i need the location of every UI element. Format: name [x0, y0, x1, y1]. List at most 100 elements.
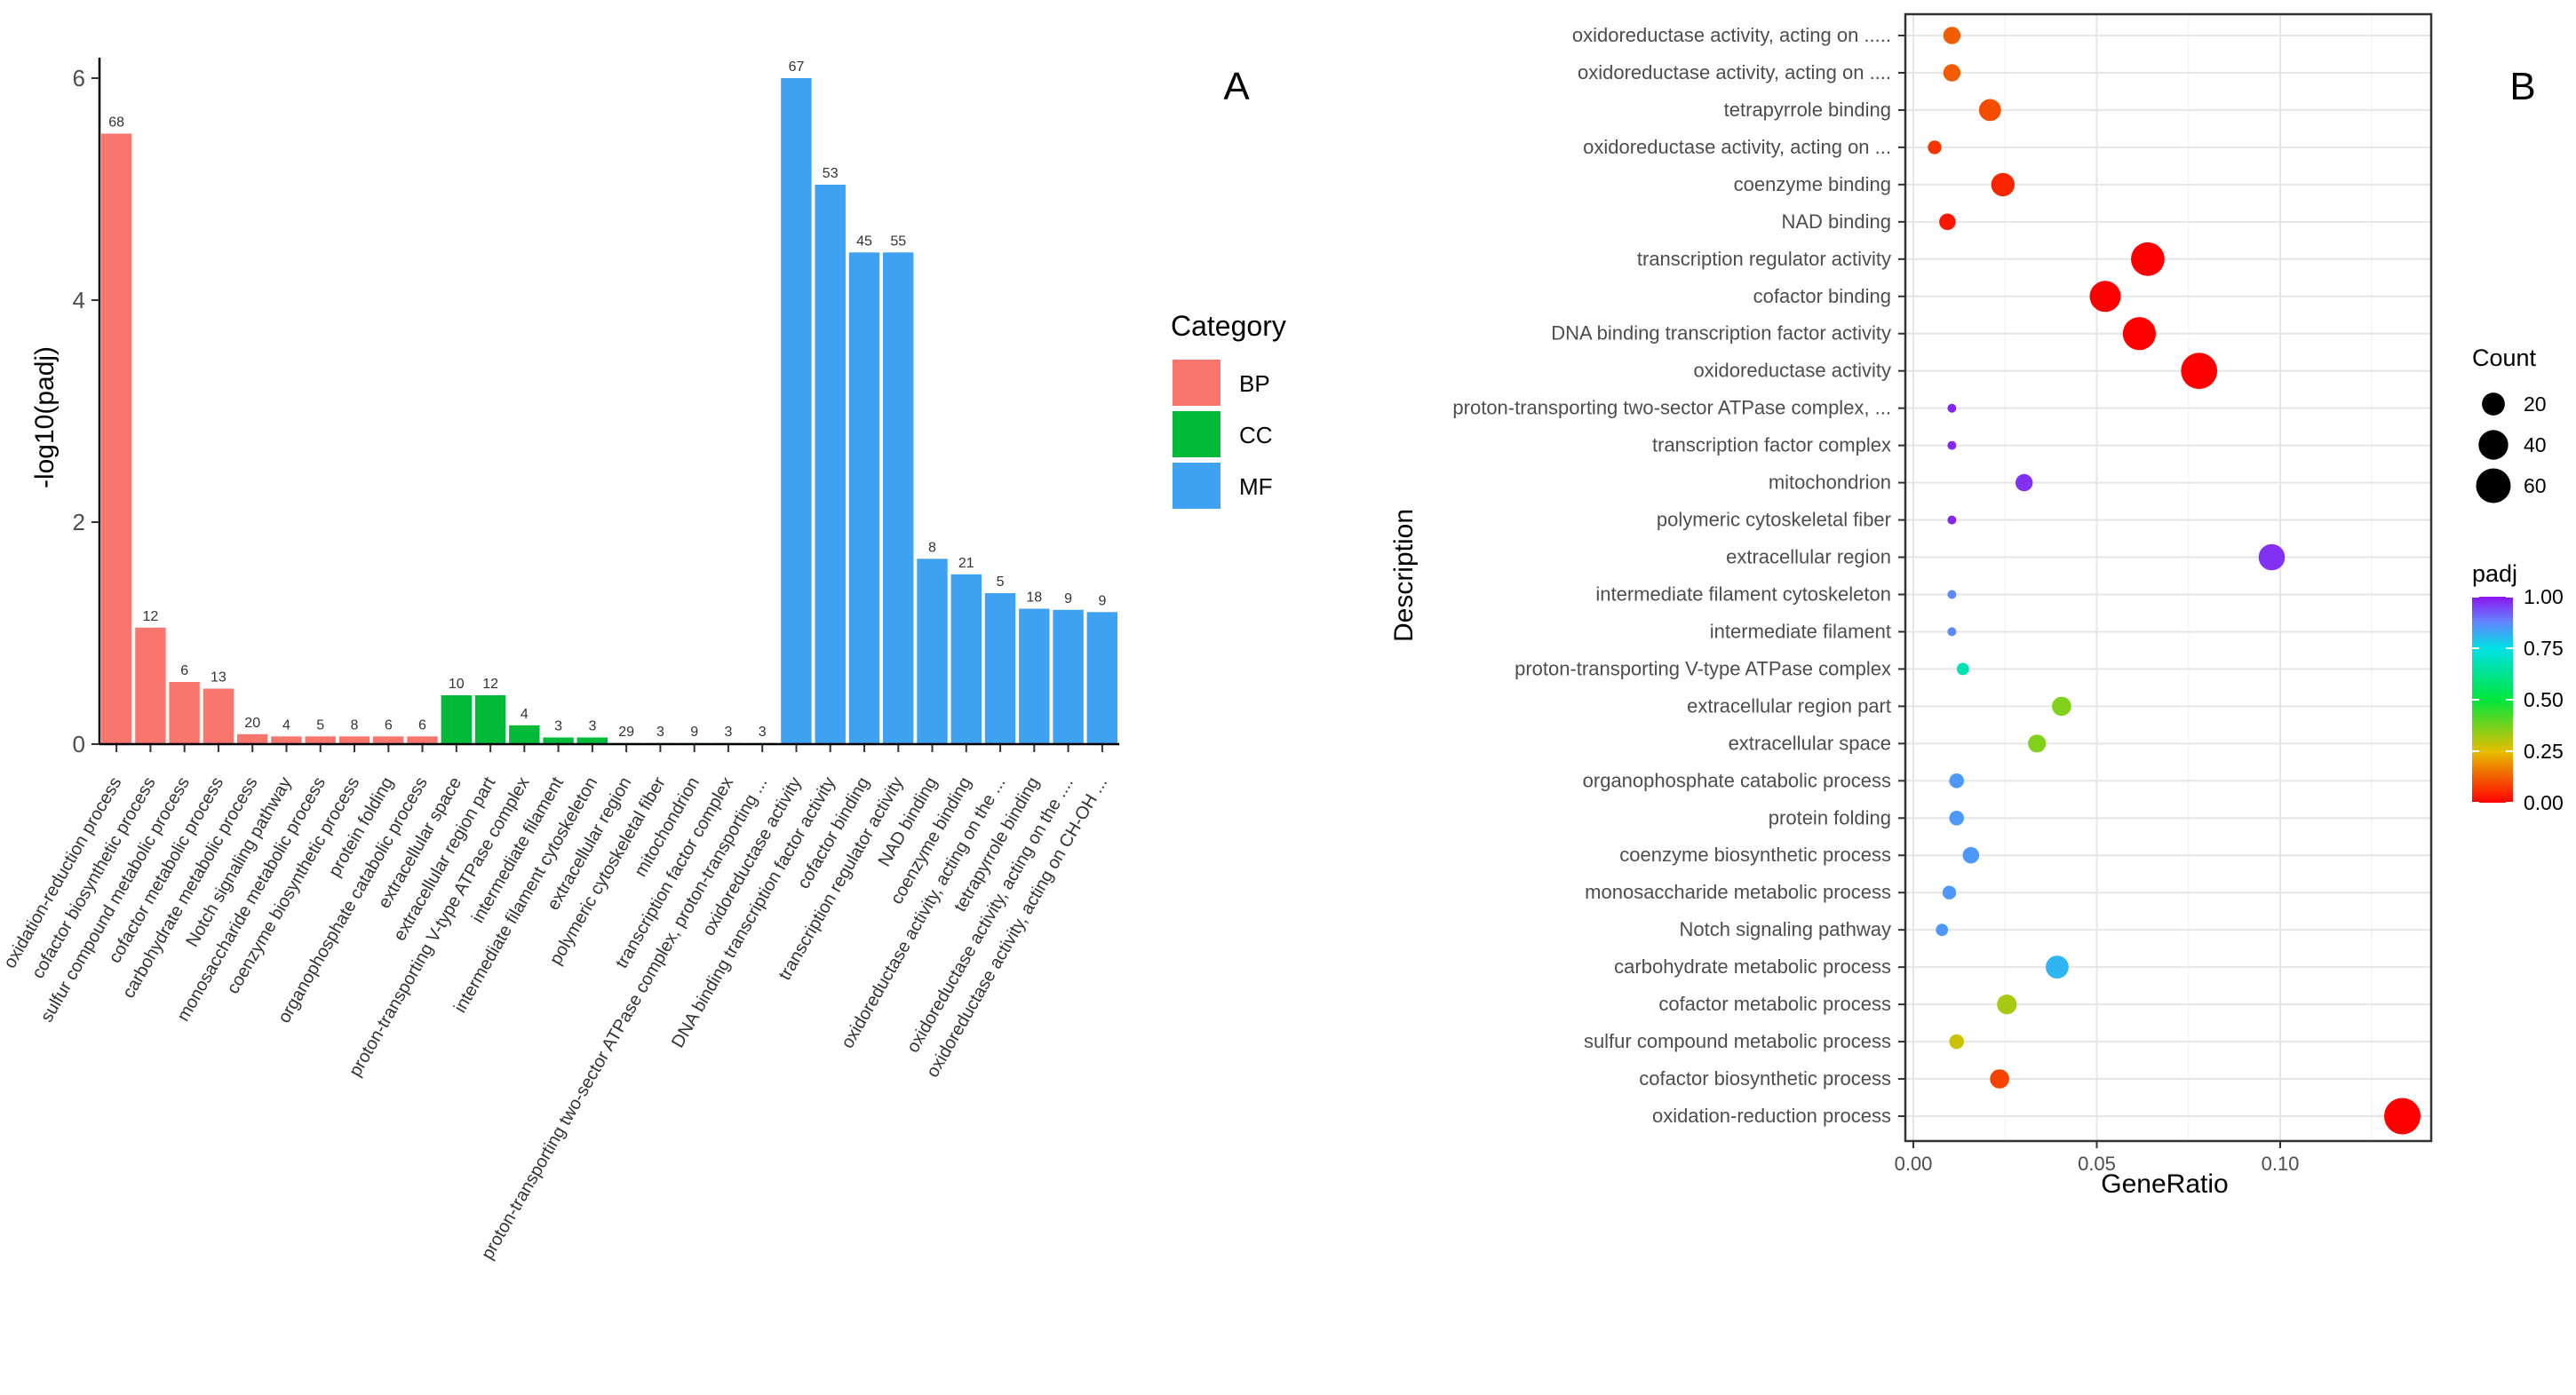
dot-25 [2046, 955, 2069, 979]
x-tick-label: sulfur compound metabolic process [37, 774, 194, 1026]
bar-series [100, 78, 1117, 745]
size-legend-title: Count [2472, 345, 2537, 371]
bar-count-label: 3 [656, 725, 664, 740]
panel-a-axes [98, 58, 1119, 752]
colorbar-label: 0.75 [2524, 637, 2564, 660]
y-tick-label: protein folding [1769, 806, 1891, 828]
y-tick-label: 2 [73, 509, 85, 535]
bar-count-label: 9 [1064, 591, 1072, 606]
size-legend-dot [2476, 468, 2511, 503]
bar-11 [474, 695, 506, 744]
bar-count-label: 55 [890, 234, 906, 249]
dot-series [1928, 27, 2421, 1135]
legend-swatch-cc [1173, 411, 1220, 457]
y-tick-label: NAD binding [1781, 210, 1891, 233]
dot-12 [2015, 473, 2033, 492]
dot-5 [1939, 213, 1956, 231]
bar-20 [781, 78, 812, 744]
bar-count-label: 67 [789, 59, 805, 75]
dot-16 [1947, 627, 1957, 637]
size-legend-label: 60 [2524, 474, 2547, 497]
y-tick-label: proton-transporting V-type ATPase comple… [1515, 657, 1891, 679]
bar-count-label: 3 [588, 719, 596, 734]
panel-a-y-axis-title: -log10(padj) [30, 346, 60, 488]
dot-22 [1962, 846, 1980, 864]
y-tick-label: cofactor biosynthetic process [1639, 1067, 1891, 1090]
x-tick-label: 0.05 [2078, 1153, 2116, 1175]
y-tick-label: polymeric cytoskeletal fiber [1657, 509, 1891, 531]
size-legend-dot [2478, 430, 2508, 460]
dot-13 [1947, 515, 1957, 525]
bar-13 [543, 737, 574, 744]
y-tick-label: intermediate filament cytoskeleton [1595, 583, 1891, 605]
size-legend-label: 40 [2524, 433, 2547, 456]
dot-10 [1947, 403, 1957, 413]
dot-24 [1936, 923, 1949, 937]
y-tick-label: DNA binding transcription factor activit… [1551, 322, 1891, 345]
bar-count-label: 20 [244, 716, 260, 731]
bar-6 [305, 736, 336, 745]
panel-b-plot-frame [1904, 12, 2433, 1143]
bar-count-label: 4 [282, 717, 290, 733]
dot-15 [1947, 590, 1957, 599]
bar-count-label: 6 [180, 663, 188, 678]
bar-count-label: 9 [1098, 593, 1106, 608]
panel-a-letter: A [1223, 65, 1250, 108]
bar-5 [271, 736, 302, 745]
panel-b-x-axis-title: GeneRatio [2101, 1169, 2228, 1199]
bar-count-label: 6 [418, 717, 426, 733]
y-tick-label: oxidoreductase activity, acting on .... [1578, 61, 1891, 83]
y-tick-label: oxidoreductase activity, acting on ..... [1572, 24, 1891, 46]
dot-14 [2258, 543, 2286, 571]
colorbar-label: 1.00 [2524, 585, 2564, 608]
x-tick-label: 0.10 [2262, 1153, 2300, 1175]
padj-color-legend: padj 1.00 0.75 0.50 0.25 0.00 [2472, 560, 2564, 814]
y-tick-label: 6 [73, 65, 85, 91]
y-tick-label: coenzyme biosynthetic process [1619, 844, 1891, 866]
colorbar-label: 0.25 [2524, 740, 2564, 763]
y-tick-label: intermediate filament [1710, 620, 1891, 642]
bar-28 [1053, 609, 1084, 745]
legend-swatch-bp [1173, 360, 1220, 406]
dot-27 [1949, 1034, 1964, 1050]
category-legend: Category BP CC MF [1171, 310, 1286, 509]
count-size-legend: Count 20 40 60 [2472, 345, 2547, 503]
y-tick-label: extracellular region [1726, 546, 1891, 568]
y-tick-label: oxidoreductase activity [1693, 360, 1891, 382]
bar-21 [815, 185, 846, 744]
bar-9 [407, 736, 438, 745]
colorbar-label: 0.00 [2524, 791, 2564, 814]
y-tick-label: sulfur compound metabolic process [1584, 1030, 1891, 1052]
dot-3 [1928, 140, 1942, 155]
y-tick-label: transcription factor complex [1652, 434, 1891, 456]
bar-27 [1019, 608, 1050, 744]
bar-22 [848, 252, 880, 745]
bar-count-label: 53 [823, 166, 839, 181]
dot-7 [2089, 281, 2121, 313]
dot-11 [1947, 440, 1957, 450]
dot-4 [1991, 172, 2015, 197]
dot-2 [1978, 99, 2001, 122]
x-tick-label: 0.00 [1895, 1153, 1933, 1175]
y-tick-label: oxidoreductase activity, acting on ... [1583, 136, 1891, 158]
y-tick-label: proton-transporting two-sector ATPase co… [1452, 397, 1891, 419]
dot-29 [2384, 1098, 2421, 1135]
legend-label: BP [1239, 370, 1270, 397]
y-tick-label: monosaccharide metabolic process [1585, 881, 1891, 903]
dot-9 [2181, 353, 2218, 390]
y-tick-label: Notch signaling pathway [1680, 918, 1891, 940]
bar-25 [950, 574, 982, 745]
dot-6 [2131, 242, 2165, 276]
bar-10 [441, 695, 472, 744]
dot-17 [1956, 662, 1969, 676]
bar-count-label: 3 [554, 719, 562, 734]
bar-4 [237, 733, 268, 745]
y-tick-label: cofactor binding [1753, 285, 1891, 307]
dot-21 [1949, 811, 1964, 826]
dot-18 [2052, 696, 2071, 717]
legend-swatch-mf [1173, 463, 1220, 509]
bar-count-label: 3 [724, 725, 732, 740]
